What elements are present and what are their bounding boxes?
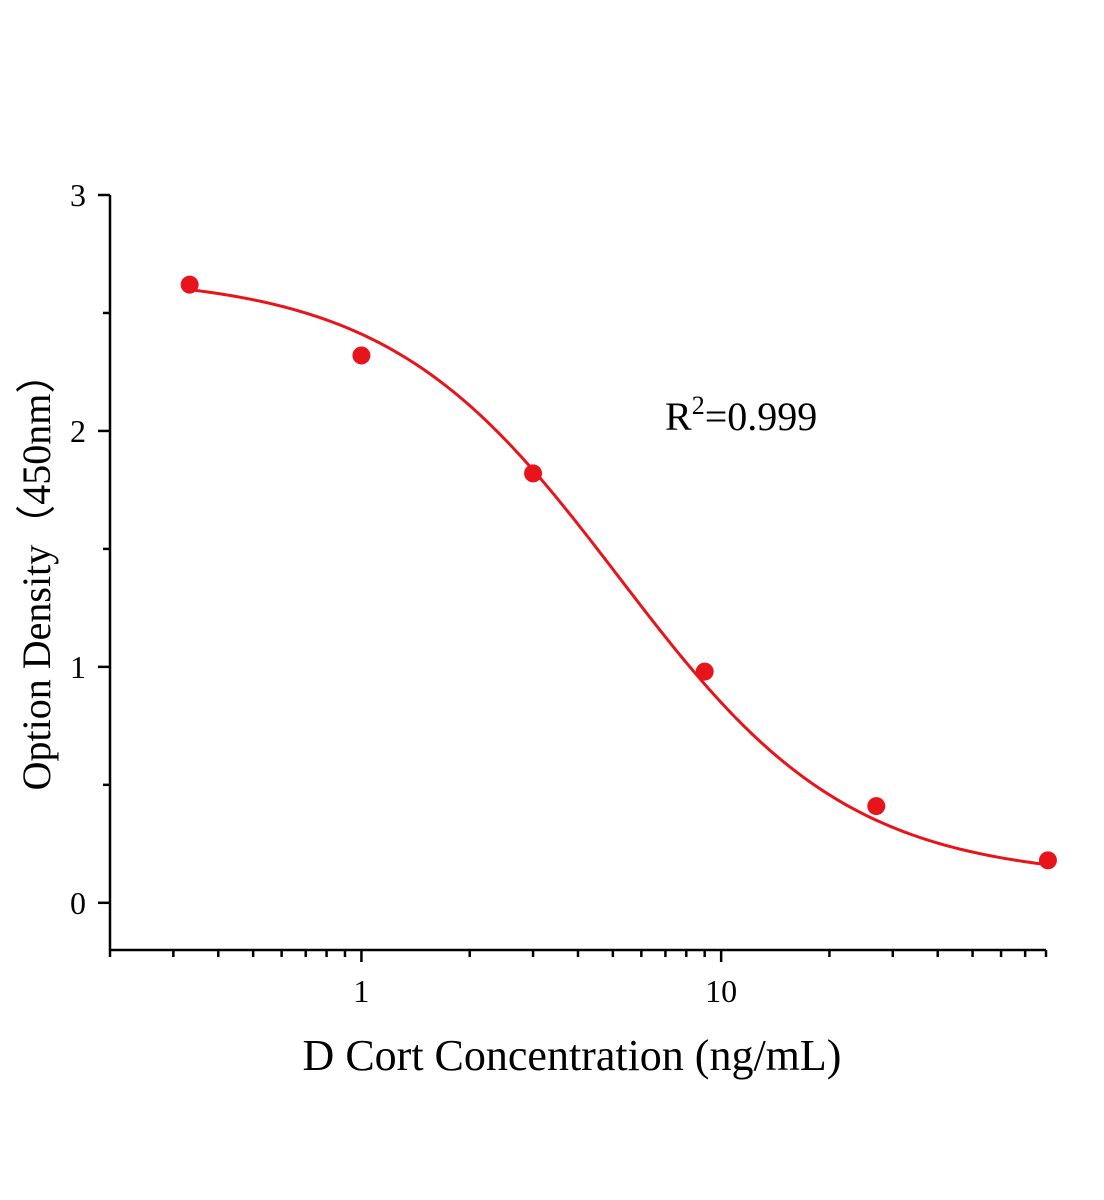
data-point: [867, 797, 886, 816]
data-point: [524, 464, 543, 483]
y-tick-label: 2: [70, 413, 86, 449]
fit-curve-layer: [189, 288, 1049, 867]
r-squared-base: R: [665, 394, 692, 439]
x-axis-title: D Cort Concentration (ng/mL): [303, 1031, 842, 1080]
data-point: [1038, 851, 1057, 870]
data-points-layer: [180, 275, 1057, 870]
axes: [108, 195, 1046, 952]
r-squared-annotation: R2=0.999: [665, 391, 817, 439]
y-tick-label: 3: [70, 177, 86, 213]
data-point: [180, 275, 199, 294]
fit-curve: [189, 288, 1049, 867]
data-point: [352, 346, 371, 365]
x-tick-label: 10: [705, 973, 737, 1009]
y-tick-label: 1: [70, 649, 86, 685]
ticks: 0 1 2 3 1 10: [70, 177, 1048, 1009]
data-point: [695, 662, 714, 681]
r-squared-superscript: 2: [692, 391, 705, 420]
y-axis-title: Option Density（450nm）: [14, 354, 59, 791]
y-tick-label: 0: [70, 885, 86, 921]
x-tick-label: 1: [353, 973, 369, 1009]
r-squared-value: =0.999: [705, 394, 818, 439]
